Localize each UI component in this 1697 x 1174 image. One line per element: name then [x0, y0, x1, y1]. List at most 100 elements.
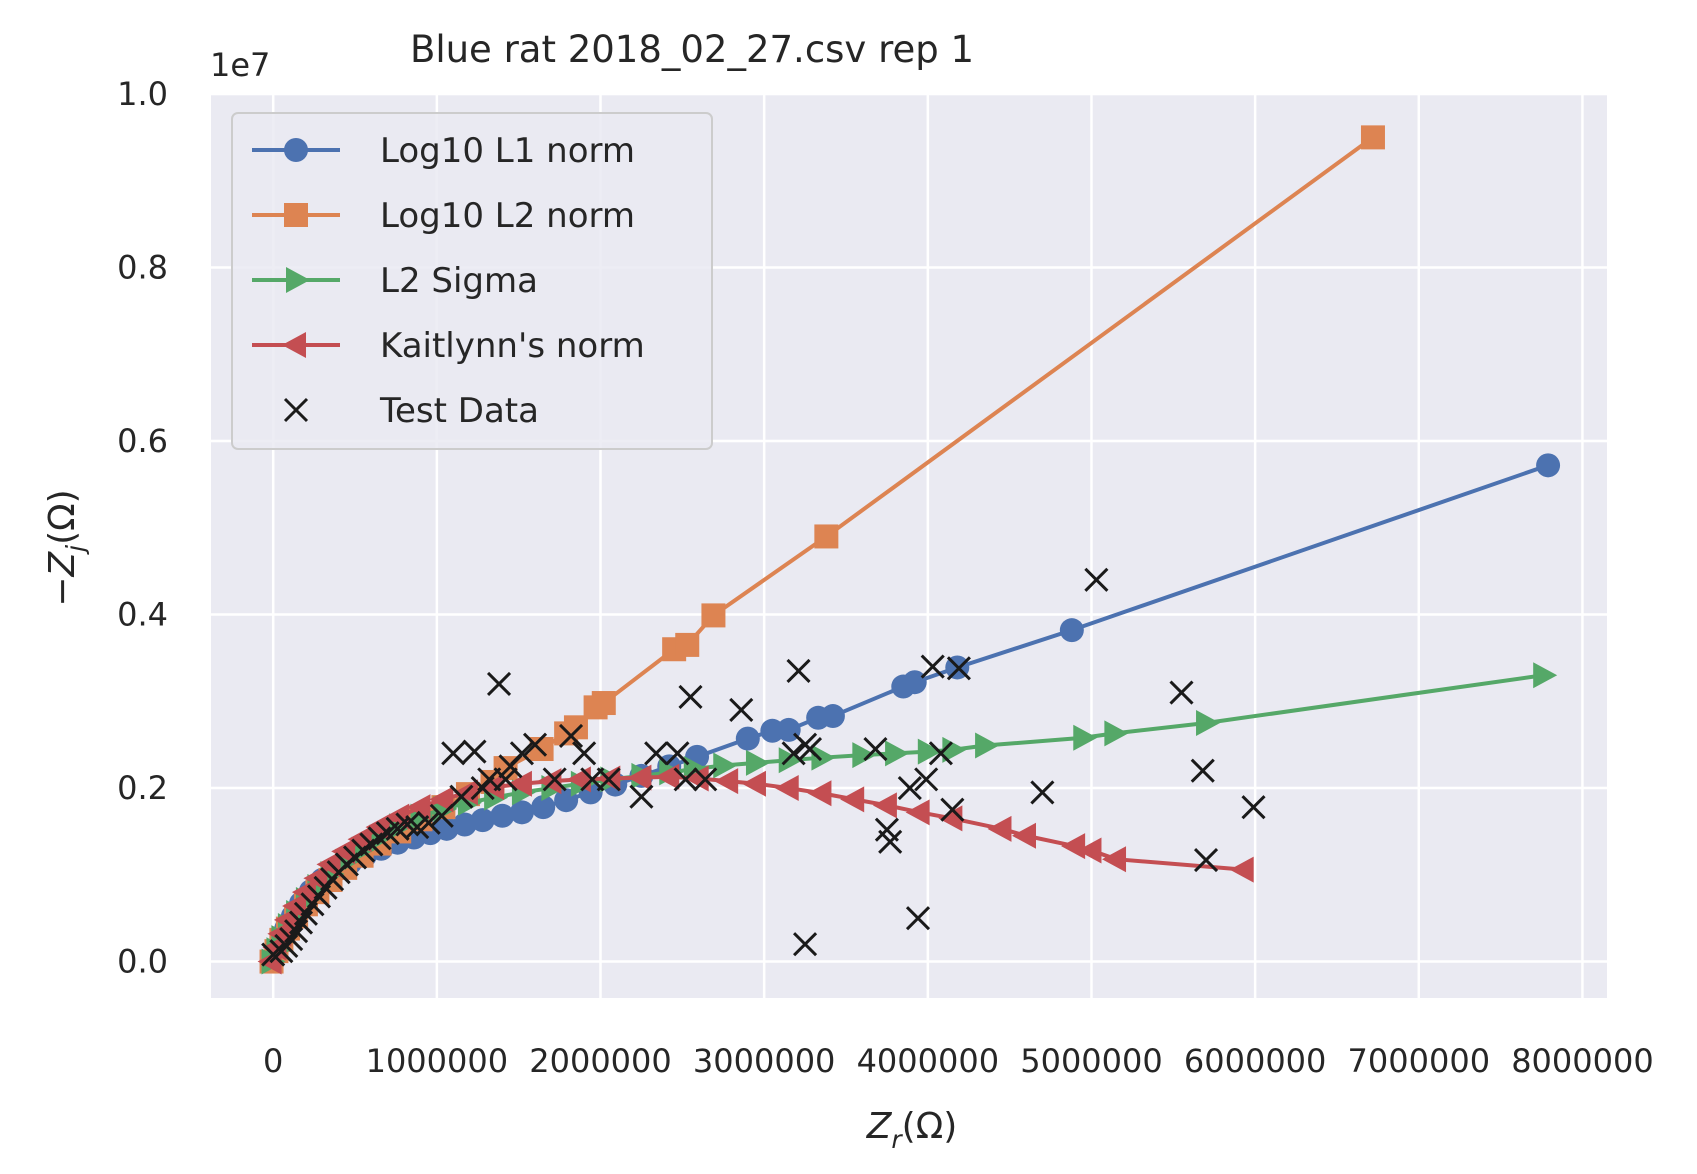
data-point [940, 797, 965, 822]
data-point [872, 792, 897, 819]
data-point [714, 768, 739, 795]
y-tick-label: 0.2 [117, 769, 168, 807]
data-point [490, 803, 515, 828]
y-tick-label: 0.6 [117, 422, 168, 460]
legend-item: Log10 L2 norm [252, 196, 635, 236]
data-point [914, 767, 939, 792]
data-point [902, 670, 927, 695]
legend-marker [284, 138, 308, 162]
legend-label: Log10 L2 norm [380, 196, 635, 236]
data-point [975, 732, 1000, 759]
data-point [1533, 662, 1558, 689]
data-point [507, 770, 532, 797]
data-point [406, 794, 431, 821]
data-point [282, 893, 307, 920]
legend-marker [283, 397, 309, 423]
data-point [774, 775, 799, 802]
data-point [946, 656, 971, 681]
legend-label: Test Data [379, 391, 539, 431]
y-tick-label: 0.0 [117, 943, 168, 981]
data-point [675, 632, 700, 657]
data-point [735, 726, 760, 751]
legend-item: L2 Sigma [252, 261, 538, 301]
data-point [701, 603, 726, 628]
data-point [331, 838, 356, 865]
data-point [1229, 856, 1254, 883]
data-point [1077, 837, 1102, 864]
data-point [1360, 125, 1385, 150]
x-tick-label: 1000000 [366, 1042, 509, 1080]
data-point [537, 768, 562, 795]
legend-marker [282, 332, 306, 358]
data-point [814, 524, 839, 549]
data-point [820, 704, 845, 729]
data-point [486, 671, 512, 697]
chart-title: Blue rat 2018_02_27.csv rep 1 [410, 28, 974, 71]
data-point [673, 767, 698, 792]
data-point [1061, 833, 1086, 860]
data-point [807, 780, 832, 807]
data-point [596, 767, 621, 792]
data-point [729, 697, 754, 723]
data-point [627, 764, 652, 791]
data-point [1102, 846, 1127, 873]
data-point [1073, 724, 1098, 751]
data-point [920, 654, 945, 679]
data-point [1012, 822, 1037, 849]
legend-marker [284, 203, 308, 227]
y-tick-label: 0.8 [117, 249, 168, 287]
tick-labels: 0 1000000 2000000 3000000 4000000 5000000 6000… [117, 75, 1654, 1080]
series-layer [257, 125, 1561, 975]
data-point [441, 741, 466, 766]
data-point [509, 741, 535, 766]
data-point [1104, 720, 1129, 747]
data-point [462, 739, 487, 764]
data-point [316, 851, 341, 878]
data-point [1084, 567, 1109, 592]
data-point [529, 737, 554, 762]
data-point [713, 752, 738, 779]
data-point [395, 812, 420, 837]
data-point [522, 732, 548, 757]
data-point [840, 786, 865, 813]
x-tick-label: 3000000 [693, 1042, 836, 1080]
data-point [917, 738, 942, 765]
x-tick-label: 6000000 [1184, 1042, 1327, 1080]
data-point [781, 741, 806, 766]
data-point [928, 741, 953, 766]
data-point [591, 691, 616, 716]
x-tick-label: 8000000 [1511, 1042, 1654, 1080]
data-point [684, 765, 709, 792]
data-point [542, 767, 567, 792]
data-point [693, 767, 718, 792]
data-point [1059, 618, 1084, 643]
data-point [347, 826, 372, 853]
data-point [745, 749, 770, 776]
data-point [261, 942, 286, 967]
series-test-data [261, 567, 1266, 967]
data-point [987, 815, 1012, 842]
data-point [480, 774, 505, 801]
data-point [644, 741, 669, 766]
data-point [897, 775, 922, 801]
legend-marker [286, 267, 310, 293]
data-point [449, 784, 474, 809]
data-point [786, 658, 811, 683]
x-tick-label: 7000000 [1348, 1042, 1491, 1080]
legend-box [231, 112, 713, 450]
data-point [655, 763, 680, 790]
data-point [1193, 847, 1219, 873]
x-axis-label: Zr(Ω) [866, 1106, 958, 1154]
data-point [878, 829, 903, 854]
legend-label: L2 Sigma [380, 261, 538, 301]
data-point [429, 803, 454, 828]
y-axis-label: −Zj(Ω) [42, 489, 90, 606]
legend-label: Kaitlynn's norm [380, 326, 645, 366]
data-point [793, 932, 818, 957]
legend-item: Log10 L1 norm [252, 131, 635, 171]
x-tick-label: 2000000 [529, 1042, 672, 1080]
data-point [863, 736, 888, 762]
data-point [778, 747, 803, 774]
data-point [1190, 758, 1215, 783]
